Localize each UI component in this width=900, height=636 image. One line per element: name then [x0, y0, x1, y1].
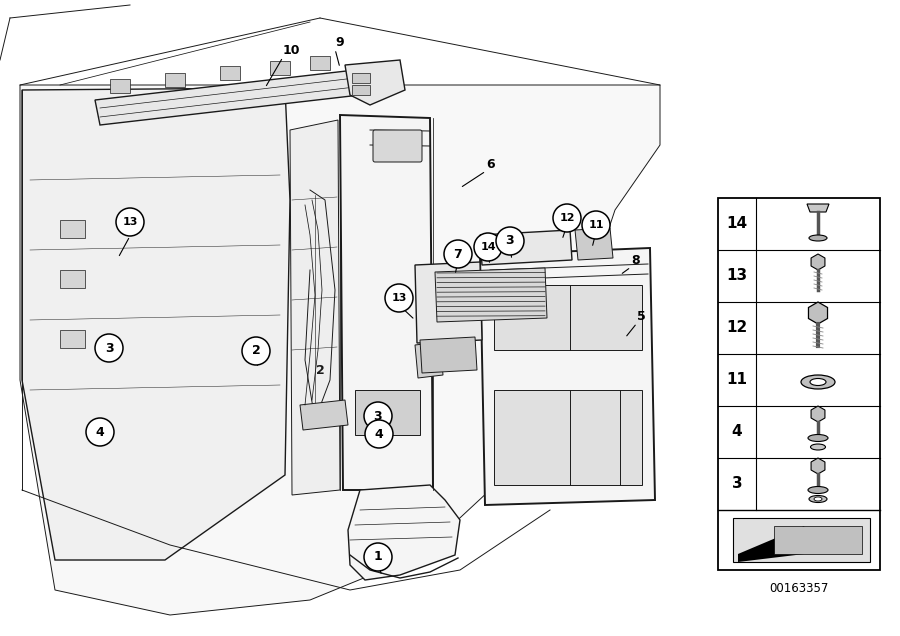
Ellipse shape	[810, 378, 826, 385]
Text: 4: 4	[95, 425, 104, 438]
Circle shape	[95, 334, 123, 362]
Ellipse shape	[808, 487, 828, 494]
Circle shape	[496, 227, 524, 255]
FancyBboxPatch shape	[270, 60, 290, 74]
FancyBboxPatch shape	[60, 220, 85, 238]
Circle shape	[364, 543, 392, 571]
Text: 4: 4	[374, 427, 383, 441]
FancyBboxPatch shape	[310, 56, 330, 70]
FancyBboxPatch shape	[60, 270, 85, 288]
Ellipse shape	[811, 444, 825, 450]
Polygon shape	[290, 120, 340, 495]
Polygon shape	[807, 204, 829, 212]
FancyBboxPatch shape	[355, 390, 420, 435]
Text: 3: 3	[104, 342, 113, 354]
Text: 13: 13	[726, 268, 748, 284]
Polygon shape	[435, 268, 547, 322]
Polygon shape	[340, 115, 433, 490]
Circle shape	[116, 208, 144, 236]
Polygon shape	[575, 228, 613, 260]
Text: 8: 8	[631, 254, 640, 266]
Ellipse shape	[809, 235, 827, 241]
Circle shape	[553, 204, 581, 232]
Text: 1: 1	[374, 551, 382, 563]
Text: 11: 11	[589, 220, 604, 230]
Circle shape	[86, 418, 114, 446]
Circle shape	[385, 284, 413, 312]
Circle shape	[444, 240, 472, 268]
Text: 13: 13	[392, 293, 407, 303]
Ellipse shape	[809, 495, 827, 502]
FancyBboxPatch shape	[60, 330, 85, 348]
FancyBboxPatch shape	[165, 73, 185, 86]
Text: 9: 9	[335, 36, 344, 48]
Ellipse shape	[808, 434, 828, 441]
FancyBboxPatch shape	[110, 79, 130, 93]
Text: 6: 6	[486, 158, 495, 170]
Text: 4: 4	[732, 424, 742, 439]
Polygon shape	[345, 60, 405, 105]
Text: 10: 10	[283, 43, 301, 57]
Text: 11: 11	[726, 373, 748, 387]
Ellipse shape	[801, 375, 835, 389]
FancyBboxPatch shape	[733, 518, 870, 562]
Polygon shape	[415, 342, 443, 378]
Circle shape	[365, 420, 393, 448]
Text: 14: 14	[481, 242, 496, 252]
Circle shape	[242, 337, 270, 365]
FancyBboxPatch shape	[220, 66, 240, 80]
Polygon shape	[480, 230, 572, 265]
Ellipse shape	[814, 497, 822, 501]
FancyBboxPatch shape	[718, 198, 880, 570]
Polygon shape	[20, 85, 660, 615]
Polygon shape	[22, 88, 290, 560]
FancyBboxPatch shape	[373, 130, 422, 162]
Polygon shape	[95, 70, 360, 125]
Text: 12: 12	[559, 213, 575, 223]
Text: 13: 13	[122, 217, 138, 227]
Text: 7: 7	[454, 247, 463, 261]
Polygon shape	[348, 485, 460, 580]
Text: 5: 5	[637, 310, 646, 322]
FancyBboxPatch shape	[494, 285, 642, 350]
Circle shape	[474, 233, 502, 261]
Text: 3: 3	[374, 410, 382, 422]
Text: 00163357: 00163357	[770, 582, 829, 595]
Text: 2: 2	[316, 364, 324, 377]
Polygon shape	[774, 526, 862, 554]
Text: 3: 3	[506, 235, 514, 247]
Polygon shape	[415, 262, 482, 343]
FancyBboxPatch shape	[494, 390, 642, 485]
Circle shape	[582, 211, 610, 239]
Text: 12: 12	[726, 321, 748, 336]
FancyBboxPatch shape	[352, 85, 370, 95]
FancyBboxPatch shape	[352, 73, 370, 83]
Text: 3: 3	[732, 476, 742, 492]
Circle shape	[364, 402, 392, 430]
Polygon shape	[480, 248, 655, 505]
Polygon shape	[300, 400, 348, 430]
Text: 14: 14	[726, 216, 748, 232]
Text: 2: 2	[252, 345, 260, 357]
Polygon shape	[738, 526, 805, 562]
Polygon shape	[420, 337, 477, 373]
